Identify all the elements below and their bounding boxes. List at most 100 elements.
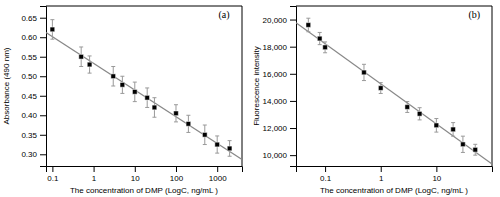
error-bar-cap	[434, 118, 438, 119]
error-bar-cap	[174, 104, 178, 105]
error-bar	[379, 83, 383, 94]
y-axis: 0.300.350.400.450.500.550.600.65	[21, 7, 46, 167]
error-bars	[50, 20, 231, 157]
error-bar-cap	[418, 119, 422, 120]
error-bar	[228, 141, 232, 157]
error-bar-cap	[228, 140, 232, 141]
fit-line	[296, 23, 492, 164]
error-bar-cap	[379, 82, 383, 83]
x-tick: 10	[432, 166, 441, 183]
x-tick-mark	[436, 166, 437, 172]
y-tick-label: 0.30	[21, 150, 37, 159]
x-tick-mark	[176, 166, 177, 172]
error-bar	[461, 136, 465, 152]
error-bar-cap	[88, 73, 92, 74]
y-tick-label: 0.50	[21, 72, 37, 81]
y-tick: 12,000	[263, 124, 296, 133]
error-bar	[418, 108, 422, 120]
error-bar	[434, 119, 438, 133]
data-point	[202, 132, 207, 137]
plot-area	[296, 18, 492, 164]
data-point	[145, 95, 150, 100]
x-tick-mark	[52, 166, 53, 172]
error-bar	[362, 64, 366, 80]
x-tick-mark	[217, 166, 218, 172]
y-tick-mark	[40, 115, 46, 116]
error-bar	[323, 42, 327, 53]
error-bar-cap	[133, 82, 137, 83]
error-bar-cap	[120, 93, 124, 94]
y-tick: 18,000	[263, 43, 296, 52]
plot-area	[46, 20, 242, 160]
x-axis-title: The concentration of DMP (LogC, ng/mL )	[70, 186, 218, 195]
error-bar-cap	[461, 152, 465, 153]
y-tick-mark	[40, 37, 46, 38]
y-tick-mark	[290, 47, 296, 48]
y-axis-line	[40, 7, 47, 167]
y-tick-mark	[40, 135, 46, 136]
y-tick: 0.55	[21, 53, 46, 62]
y-tick-label: 14,000	[263, 97, 288, 106]
error-bar-cap	[145, 107, 149, 108]
error-bar	[174, 105, 178, 122]
error-bar-cap	[473, 155, 477, 156]
error-bar-cap	[79, 46, 83, 47]
y-tick: 0.45	[21, 92, 46, 101]
y-tick-mark	[290, 155, 296, 156]
error-bar-cap	[186, 132, 190, 133]
x-axis: 0.11101001000	[47, 166, 243, 183]
error-bar-cap	[133, 101, 137, 102]
y-tick-label: 12,000	[263, 124, 288, 133]
error-bar-cap	[451, 136, 455, 137]
data-point	[323, 45, 328, 50]
data-point	[317, 36, 322, 41]
data-point	[473, 147, 478, 152]
error-bar-cap	[228, 156, 232, 157]
data-point	[50, 27, 55, 32]
error-bar-cap	[418, 107, 422, 108]
y-tick: 0.35	[21, 131, 46, 140]
y-tick-mark	[290, 20, 296, 21]
data-point	[405, 105, 410, 110]
y-axis: 10,000 12,000 14,000 16,000 18,000 20,000	[263, 7, 297, 167]
data-point	[215, 142, 220, 147]
y-tick-mark	[290, 128, 296, 129]
error-bar-cap	[120, 76, 124, 77]
panel-label: (a)	[218, 9, 229, 21]
error-bar	[133, 82, 137, 102]
x-tick: 1	[92, 166, 97, 183]
x-tick-label: 1	[379, 174, 384, 183]
y-tick: 0.60	[21, 33, 46, 42]
y-tick-mark	[40, 96, 46, 97]
error-bar-cap	[323, 52, 327, 53]
data-point	[451, 127, 456, 132]
x-axis-line	[297, 167, 493, 173]
data-point	[120, 82, 125, 87]
error-bar-cap	[318, 32, 322, 33]
error-bar-cap	[379, 93, 383, 94]
error-bar-cap	[50, 19, 54, 20]
error-bar	[318, 32, 322, 44]
error-bar-cap	[50, 39, 54, 40]
y-tick: 10,000	[263, 151, 296, 160]
x-tick-label: 1	[92, 174, 97, 183]
x-tick-label: 100	[170, 174, 184, 183]
error-bar-cap	[215, 135, 219, 136]
error-bar-cap	[306, 31, 310, 32]
panel: 0.111010010000.300.350.400.450.500.550.6…	[2, 6, 243, 195]
data-point	[79, 54, 84, 59]
error-bar	[306, 18, 310, 32]
frame	[296, 6, 492, 7]
markers	[306, 23, 478, 152]
y-tick-label: 20,000	[263, 16, 288, 25]
x-tick-mark	[381, 166, 382, 172]
error-bar	[79, 47, 83, 67]
y-tick: 16,000	[263, 70, 296, 79]
y-tick-mark	[40, 57, 46, 58]
x-tick: 0.1	[47, 166, 59, 183]
x-axis-line	[47, 167, 243, 173]
error-bar	[405, 102, 409, 113]
data-point	[417, 111, 422, 116]
x-axis: 0.1110	[297, 166, 493, 183]
x-tick-mark	[94, 166, 95, 172]
